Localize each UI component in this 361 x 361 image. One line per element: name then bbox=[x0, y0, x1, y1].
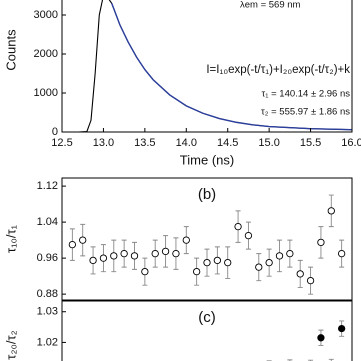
x-tick-label: 14.5 bbox=[217, 137, 238, 149]
error-bar bbox=[287, 359, 293, 361]
plot-area bbox=[68, 194, 346, 295]
data-point bbox=[110, 252, 118, 260]
data-point bbox=[306, 276, 315, 285]
axes-frame bbox=[61, 0, 353, 133]
data-point bbox=[337, 249, 346, 258]
x-tick-label: 14.0 bbox=[176, 137, 197, 149]
data-point bbox=[296, 270, 304, 278]
decay-line bbox=[111, 3, 352, 131]
x-tick-label: 13.0 bbox=[93, 137, 114, 149]
data-point bbox=[68, 240, 77, 249]
data-point bbox=[192, 267, 201, 276]
x-tick-label: 16.0 bbox=[341, 137, 361, 149]
y-tick-label: 0.88 bbox=[37, 288, 58, 300]
x-axis-label: Time (ns) bbox=[180, 152, 234, 167]
annotation: τ₁ = 140.14 ± 2.96 ns bbox=[262, 89, 351, 100]
error-bar bbox=[308, 359, 314, 361]
y-tick-label: 0.96 bbox=[37, 252, 58, 264]
plot-area bbox=[62, 0, 352, 132]
data-point bbox=[234, 222, 242, 231]
data-point bbox=[244, 231, 253, 240]
data-point bbox=[130, 252, 139, 260]
data-point bbox=[213, 256, 222, 265]
y-tick-label: 2000 bbox=[34, 48, 58, 60]
plot-area bbox=[266, 320, 346, 361]
data-point bbox=[120, 249, 128, 258]
panel-label: (c) bbox=[198, 309, 216, 326]
data-point bbox=[79, 236, 87, 244]
data-point bbox=[337, 324, 346, 333]
axes-frame bbox=[61, 300, 353, 361]
data-point bbox=[317, 238, 325, 247]
y-tick-label: 3000 bbox=[34, 9, 58, 21]
data-point bbox=[141, 267, 149, 276]
annotation: τ₂ = 555.97 ± 1.86 ns bbox=[261, 107, 350, 118]
x-tick-label: 13.5 bbox=[134, 137, 155, 149]
y-tick-label: 1.12 bbox=[37, 180, 58, 192]
x-tick-label: 15.5 bbox=[300, 137, 321, 149]
data-point bbox=[182, 236, 190, 244]
data-point bbox=[265, 258, 273, 267]
data-point bbox=[224, 258, 232, 267]
y-tick-label: 1000 bbox=[34, 87, 58, 99]
y-tick-label: 0 bbox=[52, 126, 58, 138]
y-axis-label: Counts bbox=[3, 29, 18, 71]
data-point bbox=[286, 249, 294, 258]
x-tick-label: 15.0 bbox=[258, 137, 279, 149]
y-tick-label: 1.04 bbox=[37, 216, 58, 228]
data-point bbox=[327, 207, 335, 215]
y-tick-label: 1.03 bbox=[37, 306, 58, 318]
y-tick-label: 1.02 bbox=[37, 336, 58, 348]
data-point bbox=[89, 256, 97, 265]
data-point bbox=[255, 263, 263, 271]
data-point bbox=[275, 252, 284, 260]
x-tick-label: 12.5 bbox=[51, 137, 72, 149]
data-point bbox=[151, 249, 159, 258]
y-axis-label: τ₁₀/τ₁ bbox=[3, 224, 18, 253]
data-point bbox=[172, 249, 180, 258]
axes-frame bbox=[61, 177, 353, 301]
y-axis-label: τ₂₀/τ₂ bbox=[3, 330, 18, 359]
data-point bbox=[317, 334, 325, 342]
data-point bbox=[161, 247, 170, 256]
error-bar bbox=[328, 358, 334, 361]
data-point bbox=[203, 258, 211, 267]
data-point bbox=[99, 254, 108, 262]
annotation: I=I₁₀exp(-t/τ₁)+I₂₀exp(-t/τ₂)+k bbox=[206, 64, 350, 76]
annotation: λem = 569 nm bbox=[240, 0, 301, 11]
panel-label: (b) bbox=[198, 186, 216, 203]
